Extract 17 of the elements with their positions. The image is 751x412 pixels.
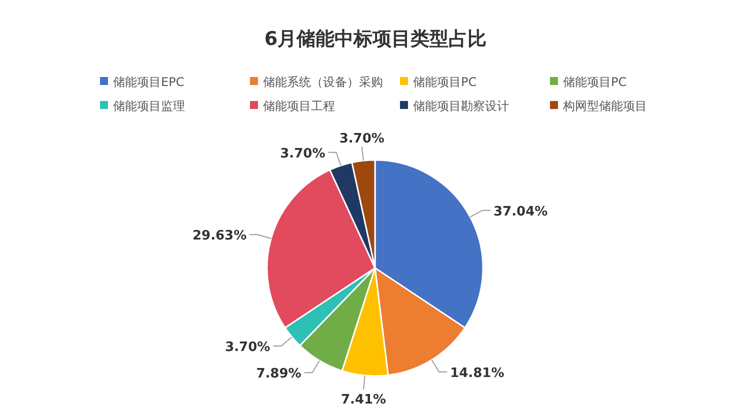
legend-label: 构网型储能项目 (562, 99, 647, 113)
legend-label: 储能项目EPC (113, 75, 184, 89)
data-label: 29.63% (192, 228, 247, 244)
data-label: 3.70% (280, 146, 326, 162)
data-label: 3.70% (339, 132, 384, 147)
legend-label: 储能系统（设备）采购 (263, 75, 383, 89)
data-label: 14.81% (450, 366, 504, 381)
legend-label: 储能项目勘察设计 (413, 99, 509, 113)
data-label: 3.70% (225, 340, 270, 355)
chart-title: 6月储能中标项目类型占比 (264, 28, 487, 50)
legend-label: 储能项目PC (563, 75, 627, 89)
legend-label: 储能项目PC (413, 75, 477, 89)
data-label: 37.04% (494, 204, 548, 220)
data-label: 7.89% (256, 366, 302, 382)
data-label: 7.41% (340, 392, 386, 408)
legend-label: 储能项目工程 (263, 99, 335, 113)
legend-label: 储能项目监理 (113, 99, 185, 113)
